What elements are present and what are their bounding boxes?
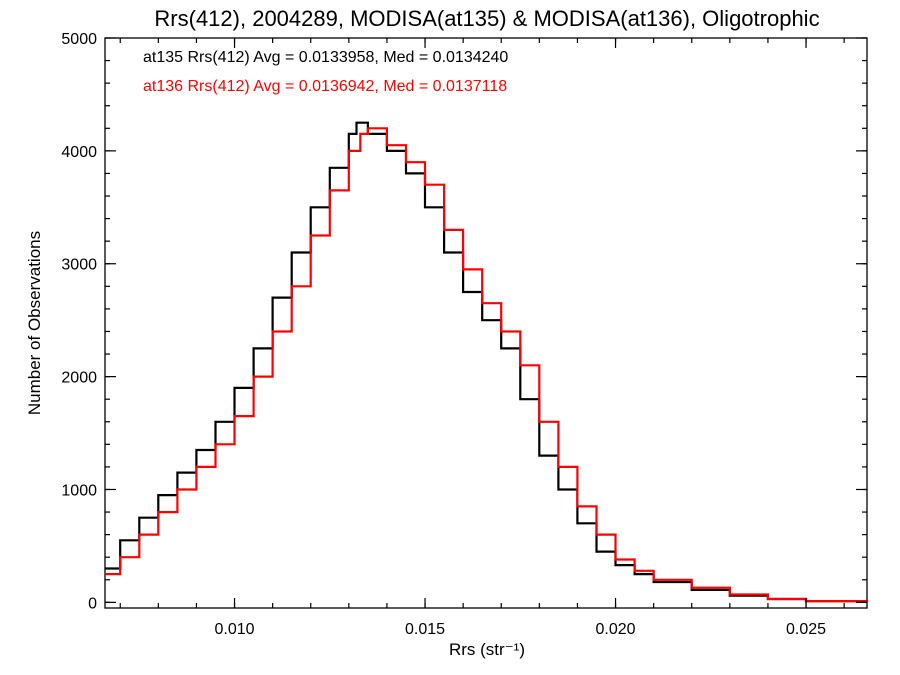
x-tick-label: 0.020 <box>596 621 636 638</box>
ticks-layer: 0.010 0.015 0.020 0.025 0 1000 2000 3000 4000 500… <box>61 31 867 638</box>
y-tick-label: 1000 <box>61 482 97 499</box>
x-tick-label: 0.025 <box>786 621 826 638</box>
series-layer <box>105 121 869 603</box>
y-tick-label: 2000 <box>61 370 97 387</box>
legend-text-at135: at135 Rrs(412) Avg = 0.0133958, Med = 0.… <box>143 49 508 66</box>
series-line-at135 <box>105 121 869 603</box>
chart-title: Rrs(412), 2004289, MODISA(at135) & MODIS… <box>154 6 819 31</box>
x-tick-label: 0.015 <box>405 621 445 638</box>
y-tick-label: 5000 <box>61 31 97 48</box>
y-tick-label: 3000 <box>61 257 97 274</box>
legend-text-at136: at136 Rrs(412) Avg = 0.0136942, Med = 0.… <box>143 78 507 95</box>
x-axis-label: Rrs (str⁻¹) <box>449 640 525 659</box>
y-axis-label: Number of Observations <box>25 231 44 415</box>
x-tick-label: 0.010 <box>215 621 255 638</box>
y-tick-label: 0 <box>88 595 97 612</box>
plot-frame <box>104 37 868 609</box>
series-line-at136 <box>105 127 869 603</box>
y-tick-label: 4000 <box>61 144 97 161</box>
